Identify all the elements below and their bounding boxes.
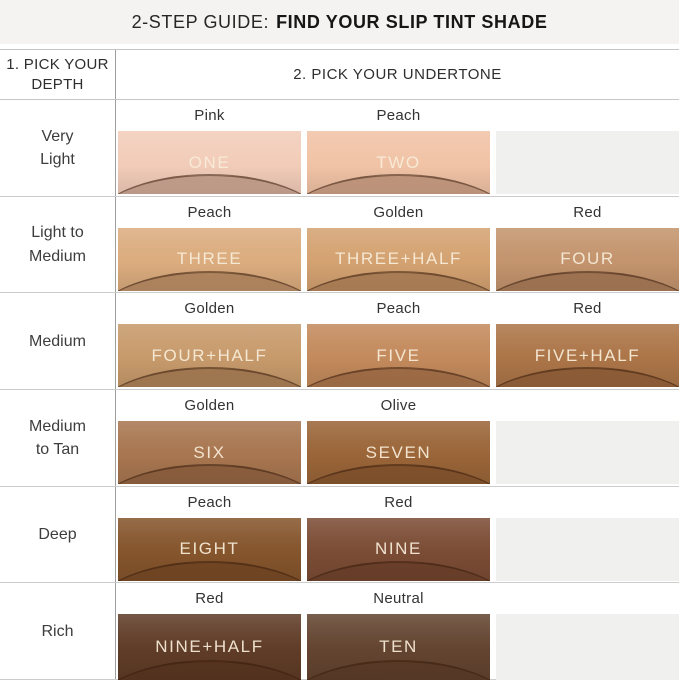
shade-swatch-five: FIVE [307, 324, 490, 388]
empty-cell [496, 487, 679, 583]
shade-name: THREE+HALF [335, 249, 462, 269]
depth-row-very-light: Very Light Pink ONE Peach TWO [0, 100, 679, 197]
shade-swatch-one: ONE [118, 131, 301, 194]
shade-name: TWO [376, 152, 421, 172]
depth-header-cell: 1. PICK YOUR DEPTH [0, 50, 116, 99]
depth-label: Medium to Tan [0, 390, 116, 486]
shade-cell-nine: Red NINE [307, 487, 490, 583]
shade-cell-nine-half: Red NINE+HALF [118, 583, 301, 680]
undertone-label: Golden [373, 203, 424, 221]
depth-label: Very Light [0, 100, 116, 196]
guide-title-prefix: 2-STEP GUIDE: [131, 11, 270, 32]
shade-swatch-five-half: FIVE+HALF [496, 324, 679, 388]
shade-swatch-four: FOUR [496, 227, 679, 291]
undertone-label: Pink [194, 107, 225, 124]
guide-title-band: 2-STEP GUIDE: FIND YOUR SLIP TINT SHADE [0, 0, 679, 44]
shade-name: THREE [176, 249, 243, 269]
depth-row-deep: Deep Peach EIGHT Red NINE [0, 486, 679, 584]
shade-name: SEVEN [365, 442, 432, 462]
shade-swatch-eight: EIGHT [118, 517, 301, 581]
shade-cell-one: Pink ONE [118, 100, 301, 196]
empty-cell [496, 100, 679, 196]
shade-cell-four-half: Golden FOUR+HALF [118, 293, 301, 389]
undertone-label: Red [195, 590, 224, 608]
shade-swatch-three: THREE [118, 227, 301, 291]
depth-label: Rich [0, 583, 116, 680]
undertone-label: Red [573, 203, 602, 221]
shade-cell-ten: Neutral TEN [307, 583, 490, 680]
undertone-header-label: 2. PICK YOUR UNDERTONE [293, 66, 502, 83]
undertone-label: Red [573, 300, 602, 318]
shade-swatch-nine: NINE [307, 517, 490, 581]
shade-cell-six: Golden SIX [118, 390, 301, 486]
depth-label: Medium [0, 293, 116, 390]
shade-cell-five: Peach FIVE [307, 293, 490, 389]
shade-swatch-six: SIX [118, 421, 301, 485]
shade-name: NINE+HALF [155, 637, 264, 657]
undertone-label: Peach [187, 493, 232, 511]
shade-swatch-two: TWO [307, 131, 490, 194]
depth-rows: Very Light Pink ONE Peach TWO [0, 100, 679, 680]
undertone-label: Peach [376, 107, 421, 124]
shade-name: TEN [379, 637, 418, 657]
table-header-row: 1. PICK YOUR DEPTH 2. PICK YOUR UNDERTON… [0, 50, 679, 100]
shade-cell-two: Peach TWO [307, 100, 490, 196]
shade-cell-three-half: Golden THREE+HALF [307, 197, 490, 293]
shade-name: FOUR [560, 249, 615, 269]
shade-swatch-seven: SEVEN [307, 421, 490, 485]
undertone-label: Olive [380, 397, 417, 415]
depth-row-light-to-medium: Light to Medium Peach THREE Golden THREE… [0, 196, 679, 294]
guide-title-product: FIND YOUR SLIP TINT SHADE [276, 11, 548, 32]
depth-label: Deep [0, 486, 116, 583]
depth-row-medium: Medium Golden FOUR+HALF Peach FIVE Red [0, 293, 679, 391]
shade-cell-five-half: Red FIVE+HALF [496, 293, 679, 389]
shade-name: FIVE+HALF [534, 345, 641, 365]
undertone-label: Peach [187, 203, 232, 221]
depth-row-medium-to-tan: Medium to Tan Golden SIX Olive SEVEN [0, 390, 679, 487]
shade-name: EIGHT [179, 539, 240, 559]
shade-cell-three: Peach THREE [118, 197, 301, 293]
empty-cell [496, 390, 679, 486]
shade-guide-table: 1. PICK YOUR DEPTH 2. PICK YOUR UNDERTON… [0, 49, 679, 680]
depth-row-rich: Rich Red NINE+HALF Neutral TEN [0, 583, 679, 680]
empty-cell [496, 583, 679, 680]
shade-name: FIVE [376, 345, 421, 365]
shade-cell-four: Red FOUR [496, 197, 679, 293]
undertone-label: Golden [184, 300, 235, 318]
shade-name: ONE [188, 152, 231, 172]
undertone-label: Peach [376, 300, 421, 318]
undertone-label: Red [384, 493, 413, 511]
depth-label: Light to Medium [0, 196, 116, 293]
empty-swatch-placeholder [496, 517, 679, 581]
shade-name: NINE [374, 539, 423, 559]
empty-swatch-placeholder [496, 614, 679, 680]
undertone-label: Neutral [373, 590, 424, 608]
depth-header-label: 1. PICK YOUR DEPTH [6, 56, 109, 93]
shade-cell-seven: Olive SEVEN [307, 390, 490, 486]
empty-swatch-placeholder [496, 131, 679, 194]
undertone-label: Golden [184, 397, 235, 415]
shade-name: SIX [193, 442, 226, 462]
shade-swatch-four-half: FOUR+HALF [118, 324, 301, 388]
shade-swatch-nine-half: NINE+HALF [118, 614, 301, 680]
shade-name: FOUR+HALF [151, 345, 268, 365]
undertone-header-cell: 2. PICK YOUR UNDERTONE [116, 50, 679, 99]
shade-swatch-ten: TEN [307, 614, 490, 680]
shade-swatch-three-half: THREE+HALF [307, 227, 490, 291]
empty-swatch-placeholder [496, 421, 679, 485]
shade-cell-eight: Peach EIGHT [118, 487, 301, 583]
